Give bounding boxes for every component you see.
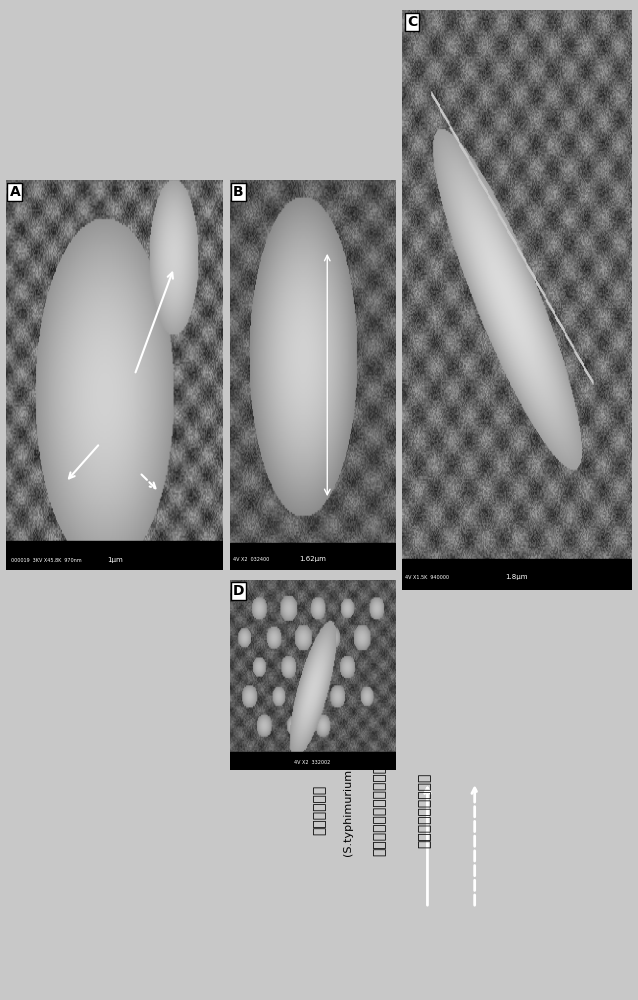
Bar — [230, 752, 396, 770]
Bar — [230, 543, 396, 570]
Text: (S.typhimurium): (S.typhimurium) — [343, 764, 353, 856]
Text: B: B — [233, 185, 244, 199]
Text: 微细胞（虚线前头）: 微细胞（虚线前头） — [417, 772, 431, 848]
Text: C: C — [407, 15, 417, 29]
Text: 鼠伤寒沙门菌: 鼠伤寒沙门菌 — [312, 785, 326, 835]
Text: 4V X2  032400: 4V X2 032400 — [233, 557, 269, 562]
Bar — [6, 541, 223, 570]
Text: 代细菌细胞（实心前头）: 代细菌细胞（实心前头） — [373, 764, 387, 856]
Bar — [402, 559, 632, 590]
Text: 1μm: 1μm — [107, 557, 122, 563]
Text: 4V X2  332002: 4V X2 332002 — [295, 760, 330, 765]
Text: 000019  3KV X45.8K  970nm: 000019 3KV X45.8K 970nm — [11, 558, 82, 563]
Text: D: D — [233, 584, 244, 598]
Text: 1.8μm: 1.8μm — [505, 574, 528, 580]
Text: 1.62μm: 1.62μm — [299, 556, 326, 562]
Text: 4V X1.5K  940000: 4V X1.5K 940000 — [404, 575, 449, 580]
Text: A: A — [10, 185, 20, 199]
